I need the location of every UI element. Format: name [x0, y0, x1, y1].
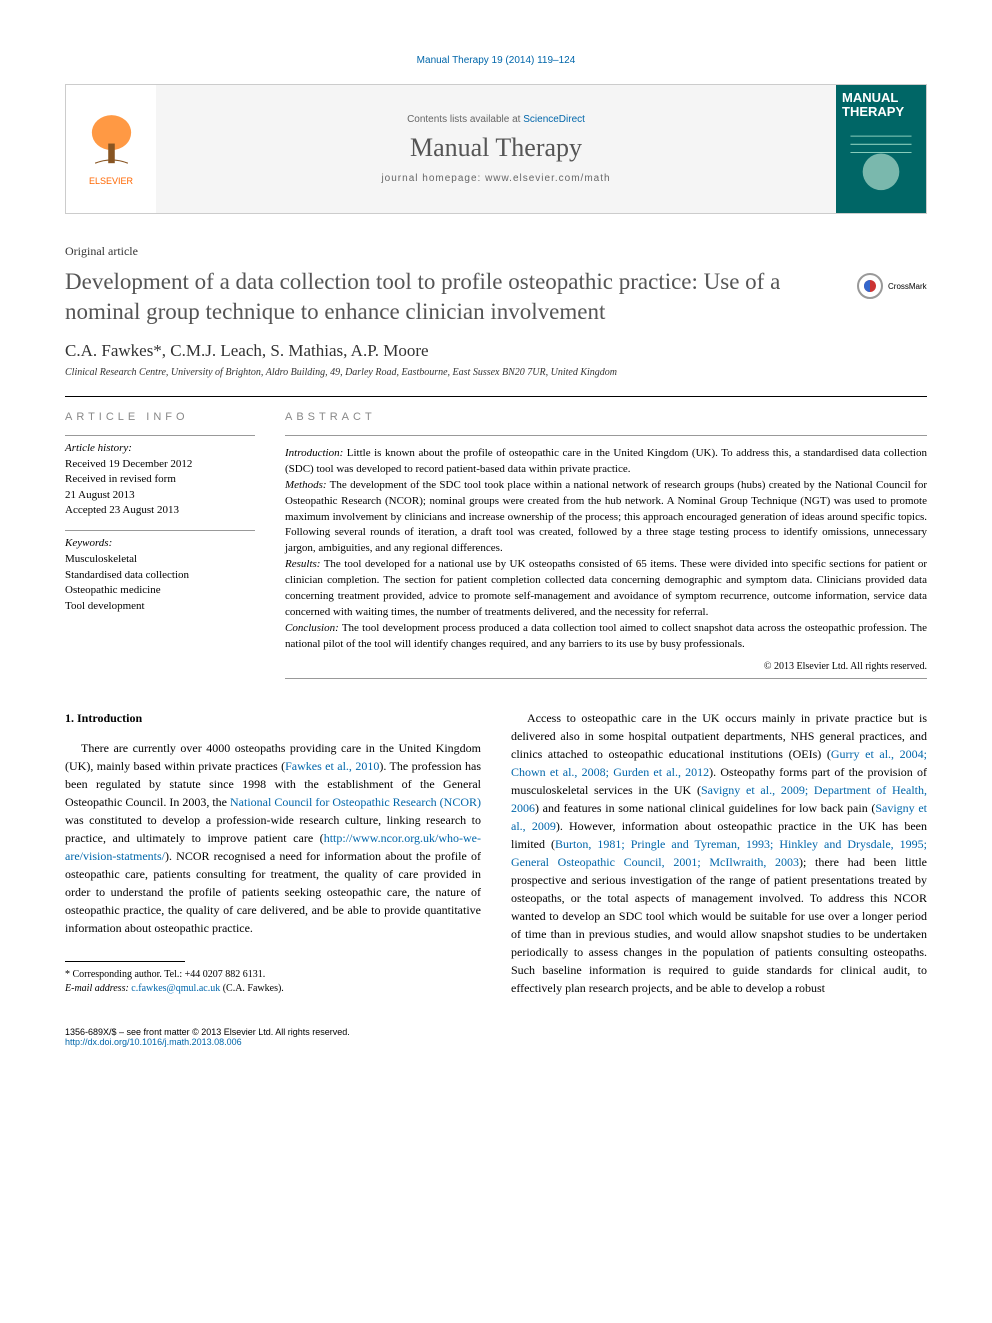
- journal-name: Manual Therapy: [410, 133, 582, 163]
- email-link[interactable]: c.fawkes@qmul.ac.uk: [131, 983, 220, 994]
- citation-line: Manual Therapy 19 (2014) 119–124: [65, 55, 927, 66]
- body-paragraph: Access to osteopathic care in the UK occ…: [511, 709, 927, 997]
- history-text: Received 19 December 2012 Received in re…: [65, 457, 255, 519]
- issn-line: 1356-689X/$ – see front matter © 2013 El…: [65, 1027, 350, 1037]
- abstract-bottom-divider: [285, 678, 927, 679]
- footnote-separator: [65, 961, 185, 962]
- citation-link[interactable]: Fawkes et al., 2010: [285, 759, 379, 773]
- keywords-label: Keywords:: [65, 537, 255, 549]
- sciencedirect-link[interactable]: ScienceDirect: [523, 114, 585, 125]
- body-text: ); there had been little prospective and…: [511, 855, 927, 995]
- abstract-intro-label: Introduction:: [285, 447, 343, 459]
- abstract-intro: Little is known about the profile of ost…: [285, 447, 927, 475]
- abstract-divider: [285, 435, 927, 436]
- abstract-results-label: Results:: [285, 558, 320, 570]
- abstract-results: The tool developed for a national use by…: [285, 558, 927, 618]
- page-footer: 1356-689X/$ – see front matter © 2013 El…: [65, 1027, 927, 1047]
- abstract-text: Introduction: Little is known about the …: [285, 446, 927, 653]
- keywords-text: Musculoskeletal Standardised data collec…: [65, 552, 255, 614]
- email-suffix: (C.A. Fawkes).: [220, 983, 284, 994]
- crossmark-icon: [857, 273, 883, 299]
- body-paragraph: There are currently over 4000 osteopaths…: [65, 739, 481, 937]
- corresponding-author-footnote: * Corresponding author. Tel.: +44 0207 8…: [65, 968, 481, 996]
- body-columns: 1. Introduction There are currently over…: [65, 709, 927, 997]
- contents-prefix: Contents lists available at: [407, 114, 523, 125]
- abstract-column: ABSTRACT Introduction: Little is known a…: [285, 411, 927, 679]
- journal-header-box: ELSEVIER Contents lists available at Sci…: [65, 84, 927, 214]
- cover-title: MANUAL THERAPY: [842, 91, 920, 120]
- body-text: ) and features in some national clinical…: [535, 801, 875, 815]
- elsevier-tree-icon: [84, 113, 139, 173]
- author-list: C.A. Fawkes*, C.M.J. Leach, S. Mathias, …: [65, 341, 927, 361]
- article-info-column: ARTICLE INFO Article history: Received 1…: [65, 411, 255, 679]
- header-center: Contents lists available at ScienceDirec…: [156, 85, 836, 213]
- email-label: E-mail address:: [65, 983, 131, 994]
- journal-homepage[interactable]: journal homepage: www.elsevier.com/math: [381, 173, 610, 184]
- abstract-label: ABSTRACT: [285, 411, 927, 423]
- article-info-label: ARTICLE INFO: [65, 411, 255, 423]
- article-type: Original article: [65, 244, 927, 259]
- intro-heading: 1. Introduction: [65, 709, 481, 727]
- cover-art-icon: [842, 126, 920, 207]
- contents-list-line: Contents lists available at ScienceDirec…: [407, 114, 585, 125]
- elsevier-label: ELSEVIER: [89, 176, 133, 186]
- divider: [65, 396, 927, 397]
- abstract-conclusion: The tool development process produced a …: [285, 622, 927, 650]
- affiliation: Clinical Research Centre, University of …: [65, 367, 927, 378]
- crossmark-label: CrossMark: [888, 282, 927, 291]
- citation-link[interactable]: National Council for Osteopathic Researc…: [230, 795, 481, 809]
- abstract-conclusion-label: Conclusion:: [285, 622, 339, 634]
- crossmark-badge[interactable]: CrossMark: [857, 273, 927, 299]
- history-label: Article history:: [65, 442, 255, 454]
- abstract-methods-label: Methods:: [285, 479, 327, 491]
- elsevier-logo[interactable]: ELSEVIER: [66, 85, 156, 213]
- article-title: Development of a data collection tool to…: [65, 267, 837, 327]
- corr-author-line: * Corresponding author. Tel.: +44 0207 8…: [65, 968, 481, 982]
- body-column-right: Access to osteopathic care in the UK occ…: [511, 709, 927, 997]
- copyright-line: © 2013 Elsevier Ltd. All rights reserved…: [285, 661, 927, 672]
- doi-link[interactable]: http://dx.doi.org/10.1016/j.math.2013.08…: [65, 1037, 242, 1047]
- abstract-methods: The development of the SDC tool took pla…: [285, 479, 927, 555]
- body-column-left: 1. Introduction There are currently over…: [65, 709, 481, 997]
- journal-cover-thumbnail: MANUAL THERAPY: [836, 85, 926, 213]
